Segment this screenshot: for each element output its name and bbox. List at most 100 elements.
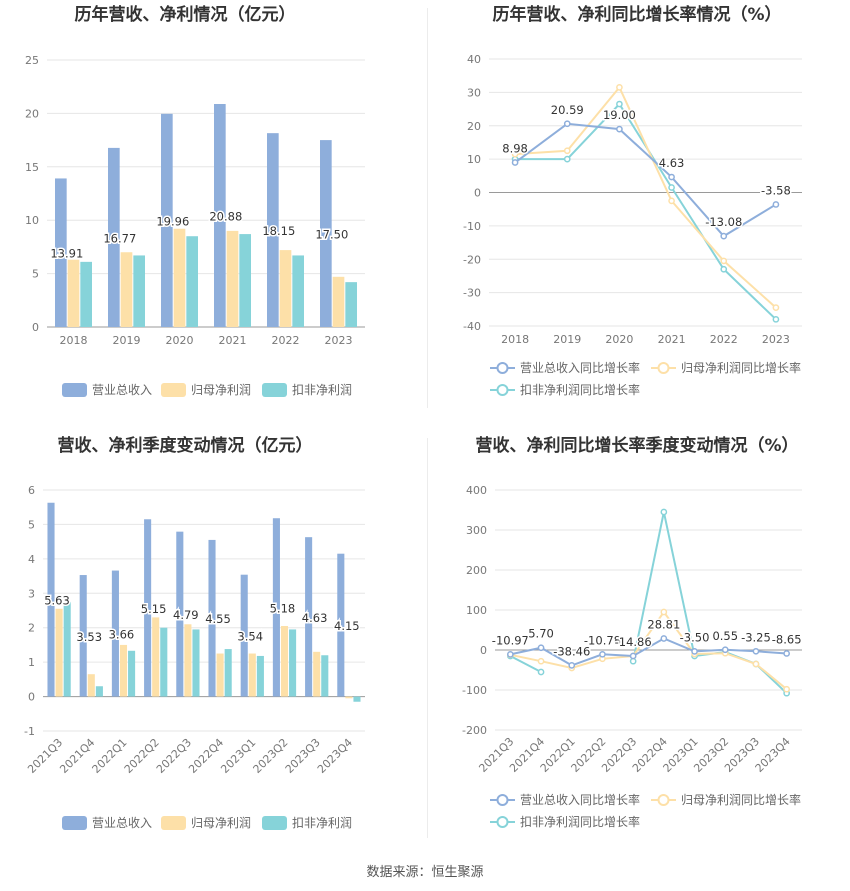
point-revenue (616, 125, 623, 133)
y-tick-label: 6 (28, 484, 35, 497)
bar-net-profit (216, 653, 224, 697)
annual-revenue-profit-chart: 历年营收、净利情况（亿元） 0 5 10 15 20 25 2018 2019 2020 2021 2… (25, 4, 365, 397)
x-tick-label: 2019 (113, 334, 141, 347)
chart-title: 历年营收、净利情况（亿元） (75, 4, 296, 25)
bar-revenue (337, 553, 345, 697)
bar-revenue (161, 113, 173, 327)
bar-revenue (305, 537, 313, 697)
point-revenue (537, 644, 545, 652)
divider-bottom (427, 438, 428, 838)
y-tick-label: 15 (25, 161, 39, 174)
point-revenue (691, 648, 698, 655)
legend-label-revenue: 营业总收入同比增长率 (520, 360, 640, 375)
bar-deducted-profit (256, 655, 264, 697)
y-tick-label: 5 (32, 268, 39, 281)
chart-title: 营收、净利季度变动情况（亿元） (58, 435, 313, 456)
bar-revenue (240, 574, 248, 697)
bar-net-profit (313, 651, 321, 697)
bar-net-profit (173, 228, 186, 327)
legend-label-deducted-profit: 扣非净利润同比增长率 (520, 814, 640, 829)
bar-net-profit (279, 250, 292, 327)
y-tick-label: 0 (28, 691, 35, 704)
point-deducted-profit (720, 265, 728, 273)
bar-data-label: 4.79 (173, 608, 199, 622)
bar-net-profit (87, 674, 95, 697)
x-tick-label: 2018 (60, 334, 88, 347)
divider-top (427, 8, 428, 408)
line-data-label: 19.00 (603, 108, 636, 122)
y-tick-label: 400 (466, 484, 487, 497)
line-data-label: -3.58 (761, 183, 791, 197)
legend-marker-deducted-profit (496, 384, 509, 396)
line-data-label: 28.81 (647, 617, 680, 631)
bar-net-profit (332, 276, 345, 327)
point-deducted-profit (660, 508, 668, 516)
bar-net-profit (55, 608, 63, 697)
y-tick-label: 30 (467, 86, 481, 99)
data-source-note: 数据来源：恒生聚源 (366, 865, 484, 880)
bar-data-label: 5.18 (270, 601, 296, 615)
bar-deducted-profit (289, 629, 297, 697)
line-data-label: 0.55 (712, 629, 738, 643)
bar-deducted-profit (321, 655, 329, 697)
x-tick-label: 2020 (166, 334, 194, 347)
line-data-label: -10.97 (492, 633, 529, 647)
point-deducted-profit (563, 155, 571, 163)
bar-net-profit (248, 653, 256, 697)
point-revenue (720, 232, 728, 240)
y-tick-label: 2 (28, 622, 35, 635)
x-tick-label: 2023 (762, 333, 790, 346)
point-deducted-profit (629, 657, 637, 665)
point-net-profit (660, 608, 668, 616)
line-data-label: 20.59 (551, 103, 584, 117)
bar-revenue (320, 140, 332, 327)
bar-revenue (47, 502, 55, 697)
bar-deducted-profit (239, 234, 251, 327)
line-revenue (514, 122, 777, 238)
legend-swatch-revenue (62, 816, 87, 830)
point-deducted-profit (616, 100, 623, 108)
bar-net-profit (345, 696, 353, 699)
bar-deducted-profit (160, 627, 168, 697)
legend-label-net-profit: 归母净利润同比增长率 (681, 360, 801, 375)
chart-title: 营收、净利同比增长率季度变动情况（%） (475, 435, 798, 456)
bar-net-profit (152, 617, 160, 697)
point-net-profit (563, 147, 571, 155)
quarterly-revenue-profit-chart: 营收、净利季度变动情况（亿元）-101234562021Q32021Q42022… (24, 435, 365, 830)
point-revenue (668, 173, 675, 181)
y-tick-label: 300 (466, 524, 487, 537)
bar-data-label: 3.54 (237, 630, 263, 644)
legend-label-net-profit: 归母净利润同比增长率 (681, 792, 801, 807)
legend-label-net-profit: 归母净利润 (191, 383, 251, 397)
y-tick-label: 100 (466, 604, 487, 617)
bar-deducted-profit (353, 696, 361, 702)
bar-revenue (272, 518, 280, 697)
chart-panel-quarterly-growth: 营收、净利同比增长率季度变动情况（%） -200 -100 0 100 200 300 400… (425, 430, 850, 860)
bar-deducted-profit (128, 650, 136, 697)
chart-title: 历年营收、净利同比增长率情况（%） (492, 4, 781, 25)
line-data-label: -10.78 (584, 633, 621, 647)
bar-revenue (108, 147, 120, 327)
bar-data-label: 17.50 (315, 228, 348, 242)
bar-revenue (55, 178, 67, 327)
bar-net-profit (184, 624, 192, 697)
y-tick-label: 0 (32, 321, 39, 334)
point-deducted-profit (668, 184, 675, 191)
point-net-profit (616, 84, 623, 91)
y-tick-label: 0 (474, 187, 481, 200)
legend-label-deducted-profit: 扣非净利润 (292, 816, 352, 830)
bar-revenue (214, 104, 226, 327)
x-tick-label: 2023 (325, 334, 353, 347)
line-net-profit (515, 85, 777, 309)
point-revenue (772, 201, 780, 208)
bar-data-label: 13.91 (50, 247, 83, 261)
line-revenue (510, 637, 787, 667)
legend-swatch-deducted-profit (262, 383, 287, 397)
y-tick-label: 10 (467, 153, 481, 166)
point-net-profit (537, 657, 545, 665)
bar-revenue (144, 519, 152, 697)
line-data-label: -13.08 (705, 215, 742, 229)
legend-label-net-profit: 归母净利润 (191, 816, 251, 830)
legend-marker-revenue (496, 362, 509, 374)
bar-data-label: 18.15 (262, 224, 295, 238)
